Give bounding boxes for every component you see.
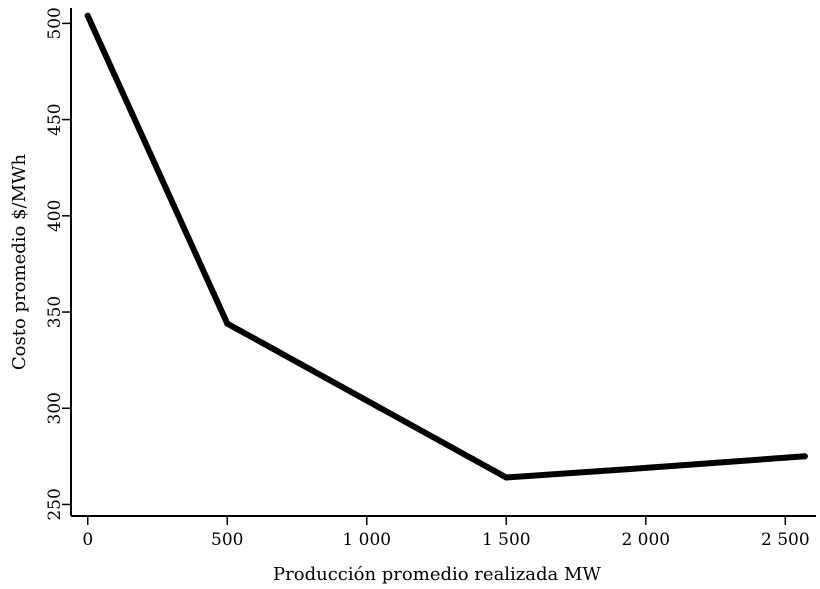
x-tick-label: 1 500 xyxy=(482,530,531,550)
data-point xyxy=(642,464,649,471)
y-tick-label: 350 xyxy=(45,296,65,328)
data-point xyxy=(503,474,510,481)
data-point xyxy=(84,12,91,19)
x-ticks: 0 500 1 000 1 500 2 000 2 500 xyxy=(82,516,810,550)
y-tick-label: 250 xyxy=(45,488,65,520)
data-point xyxy=(224,320,231,327)
x-tick-label: 1 000 xyxy=(342,530,391,550)
x-tick-label: 0 xyxy=(82,530,93,550)
x-tick-label: 2 500 xyxy=(761,530,810,550)
y-tick-label: 300 xyxy=(45,392,65,424)
y-tick-label: 450 xyxy=(45,103,65,135)
y-axis-label: Costo promedio $/MWh xyxy=(9,153,30,370)
axes xyxy=(70,8,816,517)
y-tick-label: 500 xyxy=(45,7,65,39)
x-tick-label: 500 xyxy=(211,530,243,550)
x-tick-label: 2 000 xyxy=(621,530,670,550)
x-axis-label: Producción promedio realizada MW xyxy=(273,564,601,585)
series-line xyxy=(84,12,808,481)
y-ticks: 250 300 350 400 450 500 xyxy=(45,7,71,521)
y-tick-label: 400 xyxy=(45,200,65,232)
data-point xyxy=(801,453,808,460)
series-layer xyxy=(84,12,808,481)
